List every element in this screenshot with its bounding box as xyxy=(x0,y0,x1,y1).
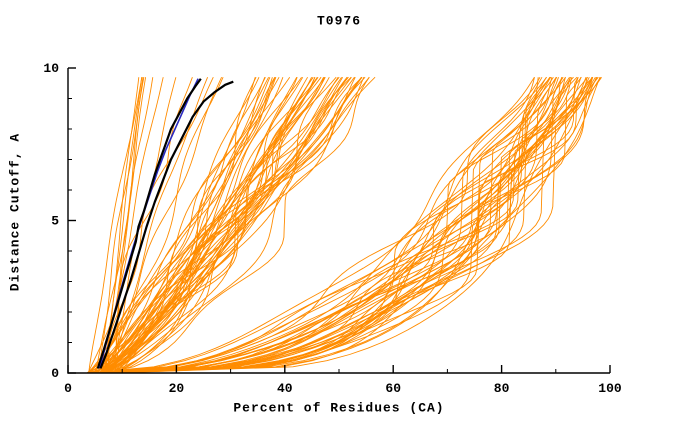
model-curve xyxy=(114,77,209,374)
model-curve xyxy=(114,76,557,374)
model-curve xyxy=(88,76,318,374)
model-curve xyxy=(98,77,145,374)
model-curve xyxy=(114,76,304,374)
model-curve xyxy=(93,76,291,374)
model-curve xyxy=(99,76,314,374)
model-curve xyxy=(99,77,573,374)
x-axis-label: Percent of Residues (CA) xyxy=(233,400,445,416)
model-curve xyxy=(100,76,302,374)
model-curve xyxy=(107,76,570,374)
model-curve xyxy=(104,77,594,374)
model-curve xyxy=(92,77,593,374)
model-curve xyxy=(87,77,365,374)
model-curve xyxy=(91,76,547,374)
y-tick-label: 10 xyxy=(43,61,59,76)
model-curve xyxy=(104,77,223,374)
model-curve xyxy=(102,77,579,374)
model-curve xyxy=(101,76,579,374)
model-curve xyxy=(113,76,551,374)
x-tick-label: 20 xyxy=(169,381,185,396)
model-curve xyxy=(110,77,559,374)
model-curve xyxy=(112,76,356,374)
chart-title: T0976 xyxy=(316,13,362,29)
model-curve xyxy=(104,76,370,374)
model-curve xyxy=(104,76,547,374)
model-curve xyxy=(88,77,143,374)
best-model-1-curve xyxy=(96,78,202,369)
model-curve xyxy=(96,77,257,374)
model-curve xyxy=(92,77,271,374)
x-tick-label: 60 xyxy=(385,381,401,396)
model-curve xyxy=(100,77,224,374)
model-curve xyxy=(112,77,563,374)
model-curve xyxy=(95,76,572,374)
model-curve xyxy=(105,76,370,374)
model-curve xyxy=(102,76,348,374)
model-curve xyxy=(88,77,273,374)
model-curve xyxy=(99,76,552,374)
y-tick-label: 5 xyxy=(51,214,59,229)
model-curve xyxy=(88,77,535,374)
y-tick-label: 0 xyxy=(51,366,59,381)
model-curve xyxy=(105,76,551,374)
model-curve xyxy=(92,76,355,374)
model-curve xyxy=(89,76,535,374)
x-tick-label: 40 xyxy=(277,381,293,396)
model-curve xyxy=(102,76,352,374)
model-curve xyxy=(97,76,598,374)
model-curve xyxy=(86,76,363,374)
x-tick-label: 0 xyxy=(64,381,72,396)
model-curve xyxy=(94,76,594,374)
model-curve xyxy=(87,76,564,374)
model-curve xyxy=(111,77,298,374)
best-model-2-curve xyxy=(99,80,234,369)
model-curve xyxy=(112,76,313,374)
x-tick-label: 100 xyxy=(598,381,622,396)
model-curve xyxy=(100,77,276,374)
model-curve xyxy=(112,76,596,374)
model-curve xyxy=(115,77,277,374)
model-curve xyxy=(107,76,325,374)
model-curve xyxy=(90,77,582,374)
x-tick-label: 80 xyxy=(494,381,510,396)
model-curve xyxy=(114,77,147,374)
model-curve xyxy=(96,76,337,374)
model-curve xyxy=(109,76,543,374)
